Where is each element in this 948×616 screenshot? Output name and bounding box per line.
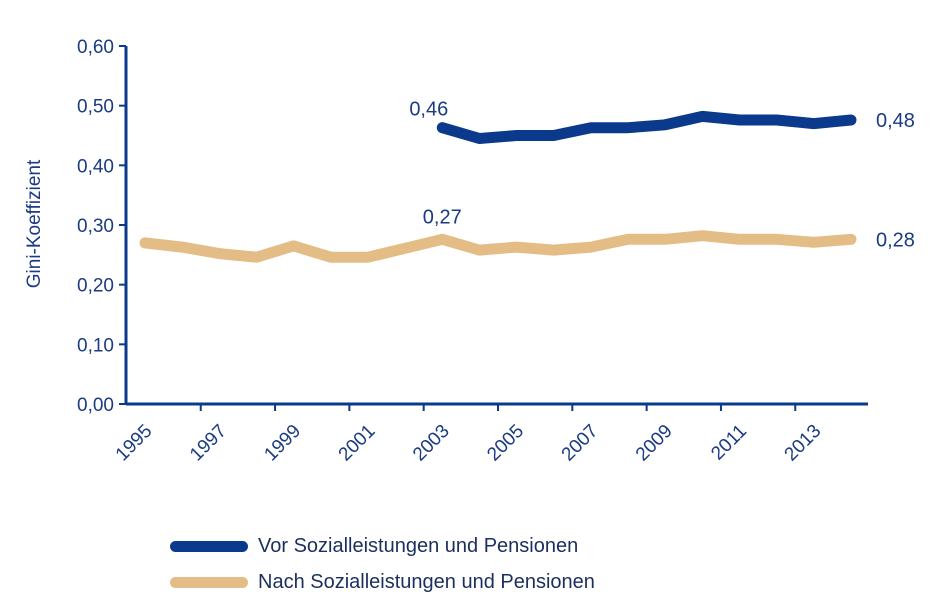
legend-label-vor: Vor Sozialleistungen und Pensionen bbox=[258, 534, 579, 557]
data-label: 0,46 bbox=[409, 99, 448, 121]
series-line-1 bbox=[139, 230, 857, 263]
legend-item-vor: Vor Sozialleistungen und Pensionen bbox=[170, 528, 595, 564]
y-tick-label: 0,20 bbox=[77, 276, 114, 297]
legend-swatch-vor bbox=[170, 540, 248, 552]
data-label-layer: 0,46 0,48 0,27 0,28 bbox=[409, 99, 915, 252]
y-tick-label: 0,60 bbox=[77, 37, 114, 58]
x-tick-label: 2013 bbox=[781, 421, 826, 466]
legend-swatch-nach bbox=[170, 576, 248, 588]
y-tick-label: 0,50 bbox=[77, 97, 114, 118]
y-tick-label: 0,00 bbox=[77, 395, 114, 416]
legend: Vor Sozialleistungen und Pensionen Nach … bbox=[170, 528, 595, 600]
series-layer bbox=[139, 110, 857, 263]
x-tick-label: 1999 bbox=[260, 421, 305, 466]
x-tick-label: 1997 bbox=[186, 421, 231, 466]
legend-label-nach: Nach Sozialleistungen und Pensionen bbox=[258, 570, 595, 593]
x-tick-label: 2001 bbox=[335, 421, 380, 466]
x-tick-label: 2011 bbox=[707, 421, 751, 465]
legend-item-nach: Nach Sozialleistungen und Pensionen bbox=[170, 564, 595, 600]
x-tick-label: 2005 bbox=[483, 421, 528, 466]
data-label: 0,28 bbox=[876, 229, 915, 251]
y-tick-label: 0,10 bbox=[77, 335, 114, 356]
series-line-0 bbox=[436, 110, 857, 144]
data-label: 0,27 bbox=[423, 206, 462, 228]
data-label: 0,48 bbox=[876, 110, 915, 132]
x-tick-label: 1995 bbox=[112, 421, 157, 466]
chart: 0,00 0,10 0,20 0,30 0,40 0,50 0,60 1995 1997 1999… bbox=[24, 37, 915, 466]
x-tick-label: 2003 bbox=[409, 421, 454, 466]
x-tick-label: 2009 bbox=[632, 421, 677, 466]
y-axis-title: Gini-Koeffizient bbox=[24, 159, 45, 288]
x-tick-label: 2007 bbox=[558, 421, 603, 466]
y-tick-label: 0,40 bbox=[77, 156, 114, 177]
y-tick-label: 0,30 bbox=[77, 216, 114, 237]
